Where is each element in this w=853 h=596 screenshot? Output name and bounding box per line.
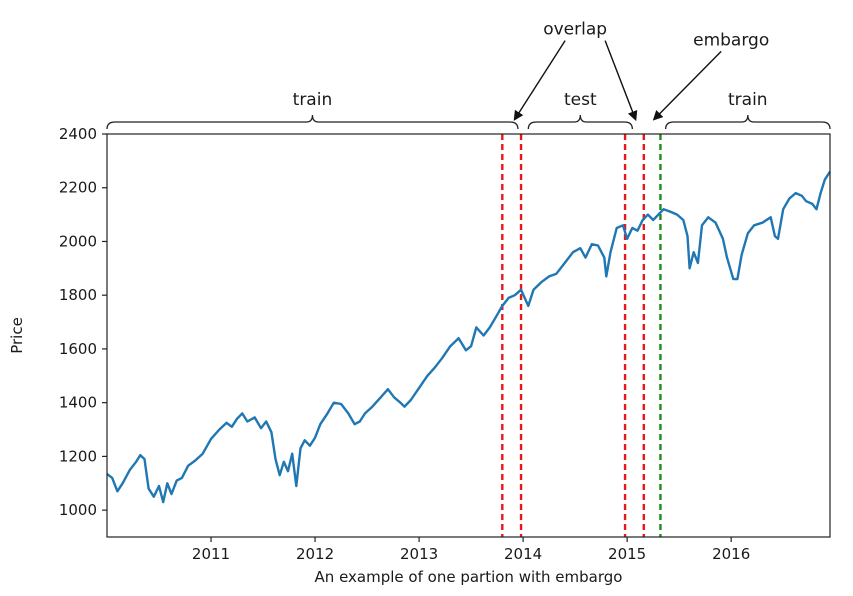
x-axis-label: An example of one partion with embargo: [315, 568, 623, 586]
annotation-layer: overlap embargo: [513, 20, 769, 122]
annotation-arrow: [652, 50, 722, 121]
segment-label: test: [564, 90, 597, 110]
y-tick-label: 2400: [59, 125, 97, 143]
arrow-annotation-label: overlap: [543, 20, 607, 40]
segment-brace: [527, 114, 633, 130]
segment-brace: [106, 114, 519, 130]
x-tick-label: 2015: [608, 545, 646, 563]
x-tick-label: 2012: [296, 545, 334, 563]
x-tick-label: 2014: [504, 545, 542, 563]
x-axis: 2011 2012 2013 2014 2015 2016: [192, 537, 750, 563]
annotation-arrow: [513, 40, 566, 121]
y-axis: 1000 1200 1400 1600 1800 2000 2200 2400: [59, 125, 107, 519]
y-tick-label: 1200: [59, 447, 97, 465]
x-tick-label: 2013: [400, 545, 438, 563]
segment-brace: [664, 114, 831, 130]
y-axis-label: Price: [8, 317, 26, 354]
y-tick-label: 1400: [59, 394, 97, 412]
plot-frame: [106, 133, 831, 538]
x-tick-label: 2016: [712, 545, 750, 563]
x-tick-label: 2011: [192, 545, 230, 563]
y-tick-label: 2200: [59, 179, 97, 197]
y-tick-label: 1600: [59, 340, 97, 358]
segment-label: train: [293, 90, 333, 110]
y-tick-label: 1800: [59, 286, 97, 304]
y-tick-label: 1000: [59, 501, 97, 519]
annotation-arrow: [604, 40, 638, 122]
price-series-line: [106, 170, 832, 504]
series-layer: [106, 170, 832, 504]
brace-layer: train test train: [106, 90, 831, 130]
segment-label: train: [728, 90, 768, 110]
y-tick-label: 2000: [59, 232, 97, 250]
vertical-line-layer: [501, 134, 662, 537]
arrow-annotation-label: embargo: [693, 30, 769, 50]
